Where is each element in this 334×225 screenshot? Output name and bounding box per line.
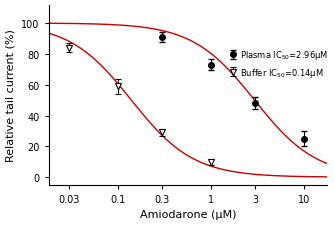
Y-axis label: Relative tail current (%): Relative tail current (%): [6, 29, 16, 161]
X-axis label: Amiodarone (μM): Amiodarone (μM): [140, 209, 236, 219]
Legend: Plasma IC$_{50}$=2.96μM, Buffer IC$_{50}$=0.14μM: Plasma IC$_{50}$=2.96μM, Buffer IC$_{50}…: [229, 49, 329, 79]
